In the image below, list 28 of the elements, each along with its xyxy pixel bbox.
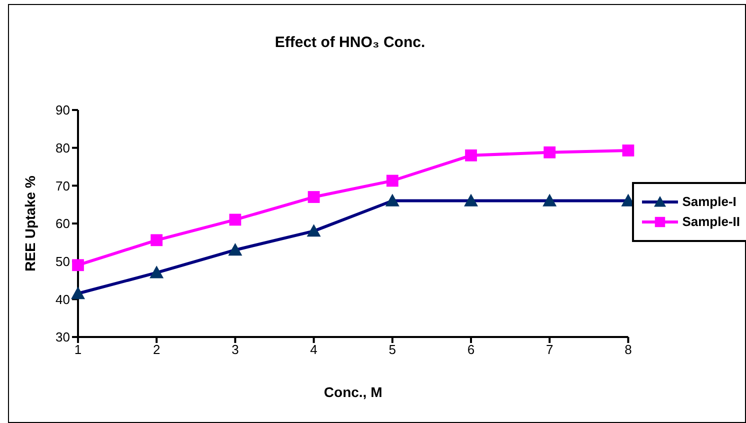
chart-title: Effect of HNO₃ Conc.	[274, 34, 426, 51]
x-tick-label: 1	[74, 342, 82, 358]
legend-label: Sample-I	[682, 194, 736, 209]
x-tick-label: 5	[388, 342, 396, 358]
point	[544, 146, 556, 158]
point	[72, 259, 84, 272]
x-tick-label: 6	[467, 342, 475, 358]
y-axis-title: REE Uptake %	[22, 175, 38, 272]
y-tick-label: 60	[56, 216, 70, 232]
point	[465, 149, 477, 162]
point	[150, 234, 163, 246]
x-tick-label: 2	[152, 342, 160, 358]
point	[622, 144, 634, 156]
y-tick-label: 80	[56, 140, 70, 156]
x-tick-label: 7	[546, 342, 554, 358]
y-tick-label: 90	[56, 102, 70, 118]
y-tick-label: 40	[56, 292, 70, 307]
x-tick-label: 3	[232, 342, 239, 358]
point	[308, 191, 320, 203]
x-tick-label: 8	[624, 342, 632, 358]
legend-label: Sample-II	[682, 214, 740, 229]
point	[386, 174, 398, 187]
y-tick-label: 70	[56, 178, 70, 194]
point	[229, 214, 242, 226]
x-axis-title: Conc., M	[324, 384, 382, 400]
y-tick-label: 50	[56, 254, 70, 269]
y-tick-label: 30	[56, 330, 70, 345]
x-tick-label: 4	[310, 342, 318, 358]
